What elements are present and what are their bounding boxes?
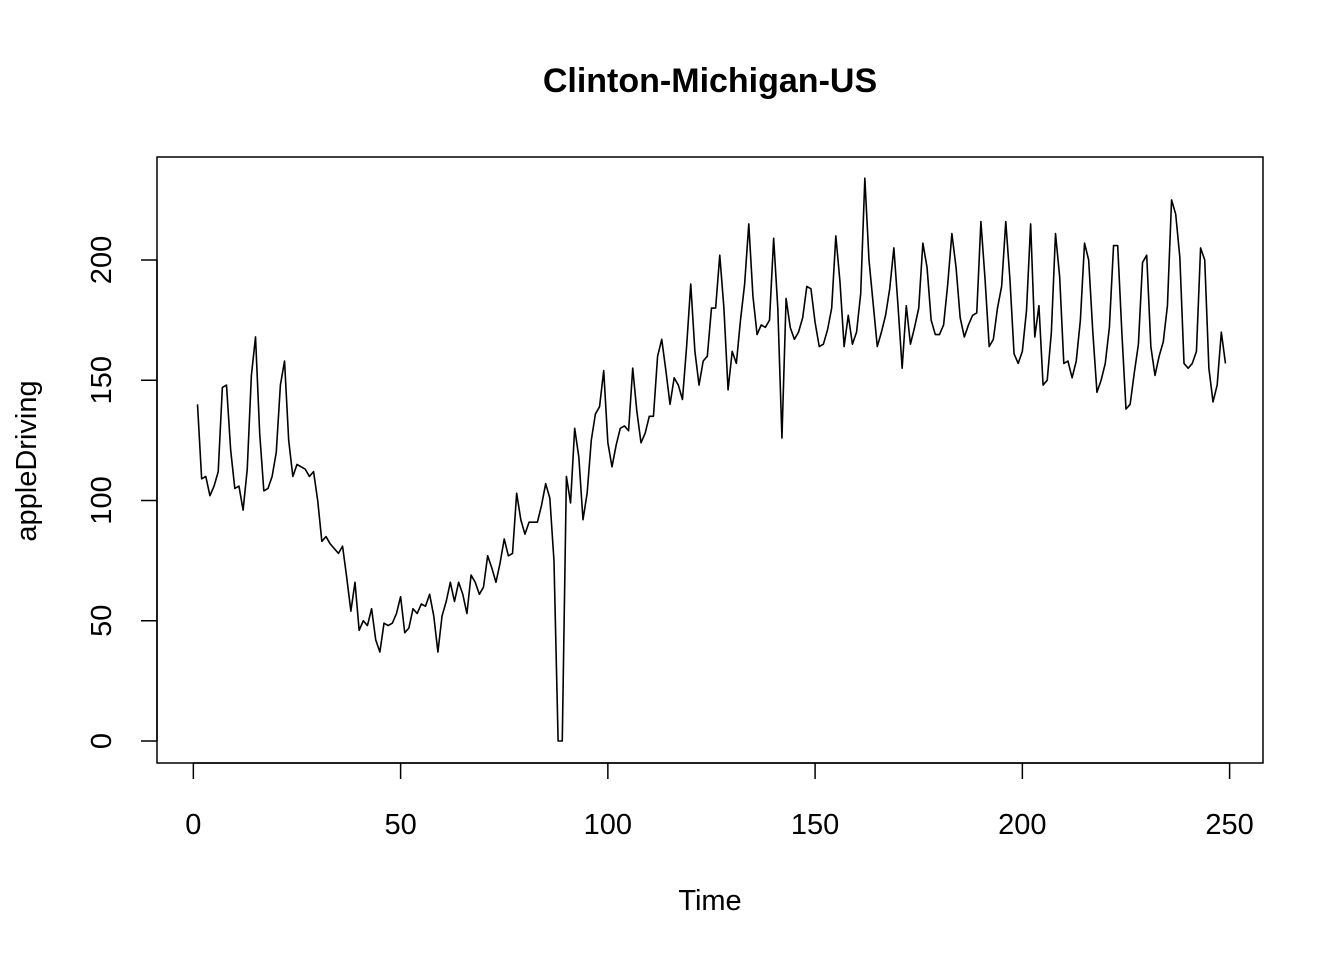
x-tick-label: 150	[791, 809, 839, 841]
y-axis: 0 50 100 150 200	[86, 236, 158, 749]
x-axis-label: Time	[678, 885, 741, 917]
x-tick-label: 0	[185, 809, 201, 841]
y-tick-label: 150	[86, 356, 118, 404]
y-tick-label: 200	[86, 236, 118, 284]
y-tick-label: 50	[86, 605, 118, 637]
y-tick-label: 0	[86, 733, 118, 749]
y-tick-label: 100	[86, 476, 118, 524]
chart-title: Clinton-Michigan-US	[543, 62, 877, 100]
x-tick-label: 250	[1205, 809, 1253, 841]
x-tick-label: 50	[384, 809, 416, 841]
plot-frame	[156, 156, 1264, 764]
y-axis-label: appleDriving	[11, 380, 43, 541]
series-line	[196, 177, 1227, 742]
x-axis: 0 50 100 150 200 250	[185, 762, 1254, 841]
x-tick-label: 100	[584, 809, 632, 841]
x-tick-label: 200	[998, 809, 1046, 841]
series-layer	[196, 177, 1227, 742]
